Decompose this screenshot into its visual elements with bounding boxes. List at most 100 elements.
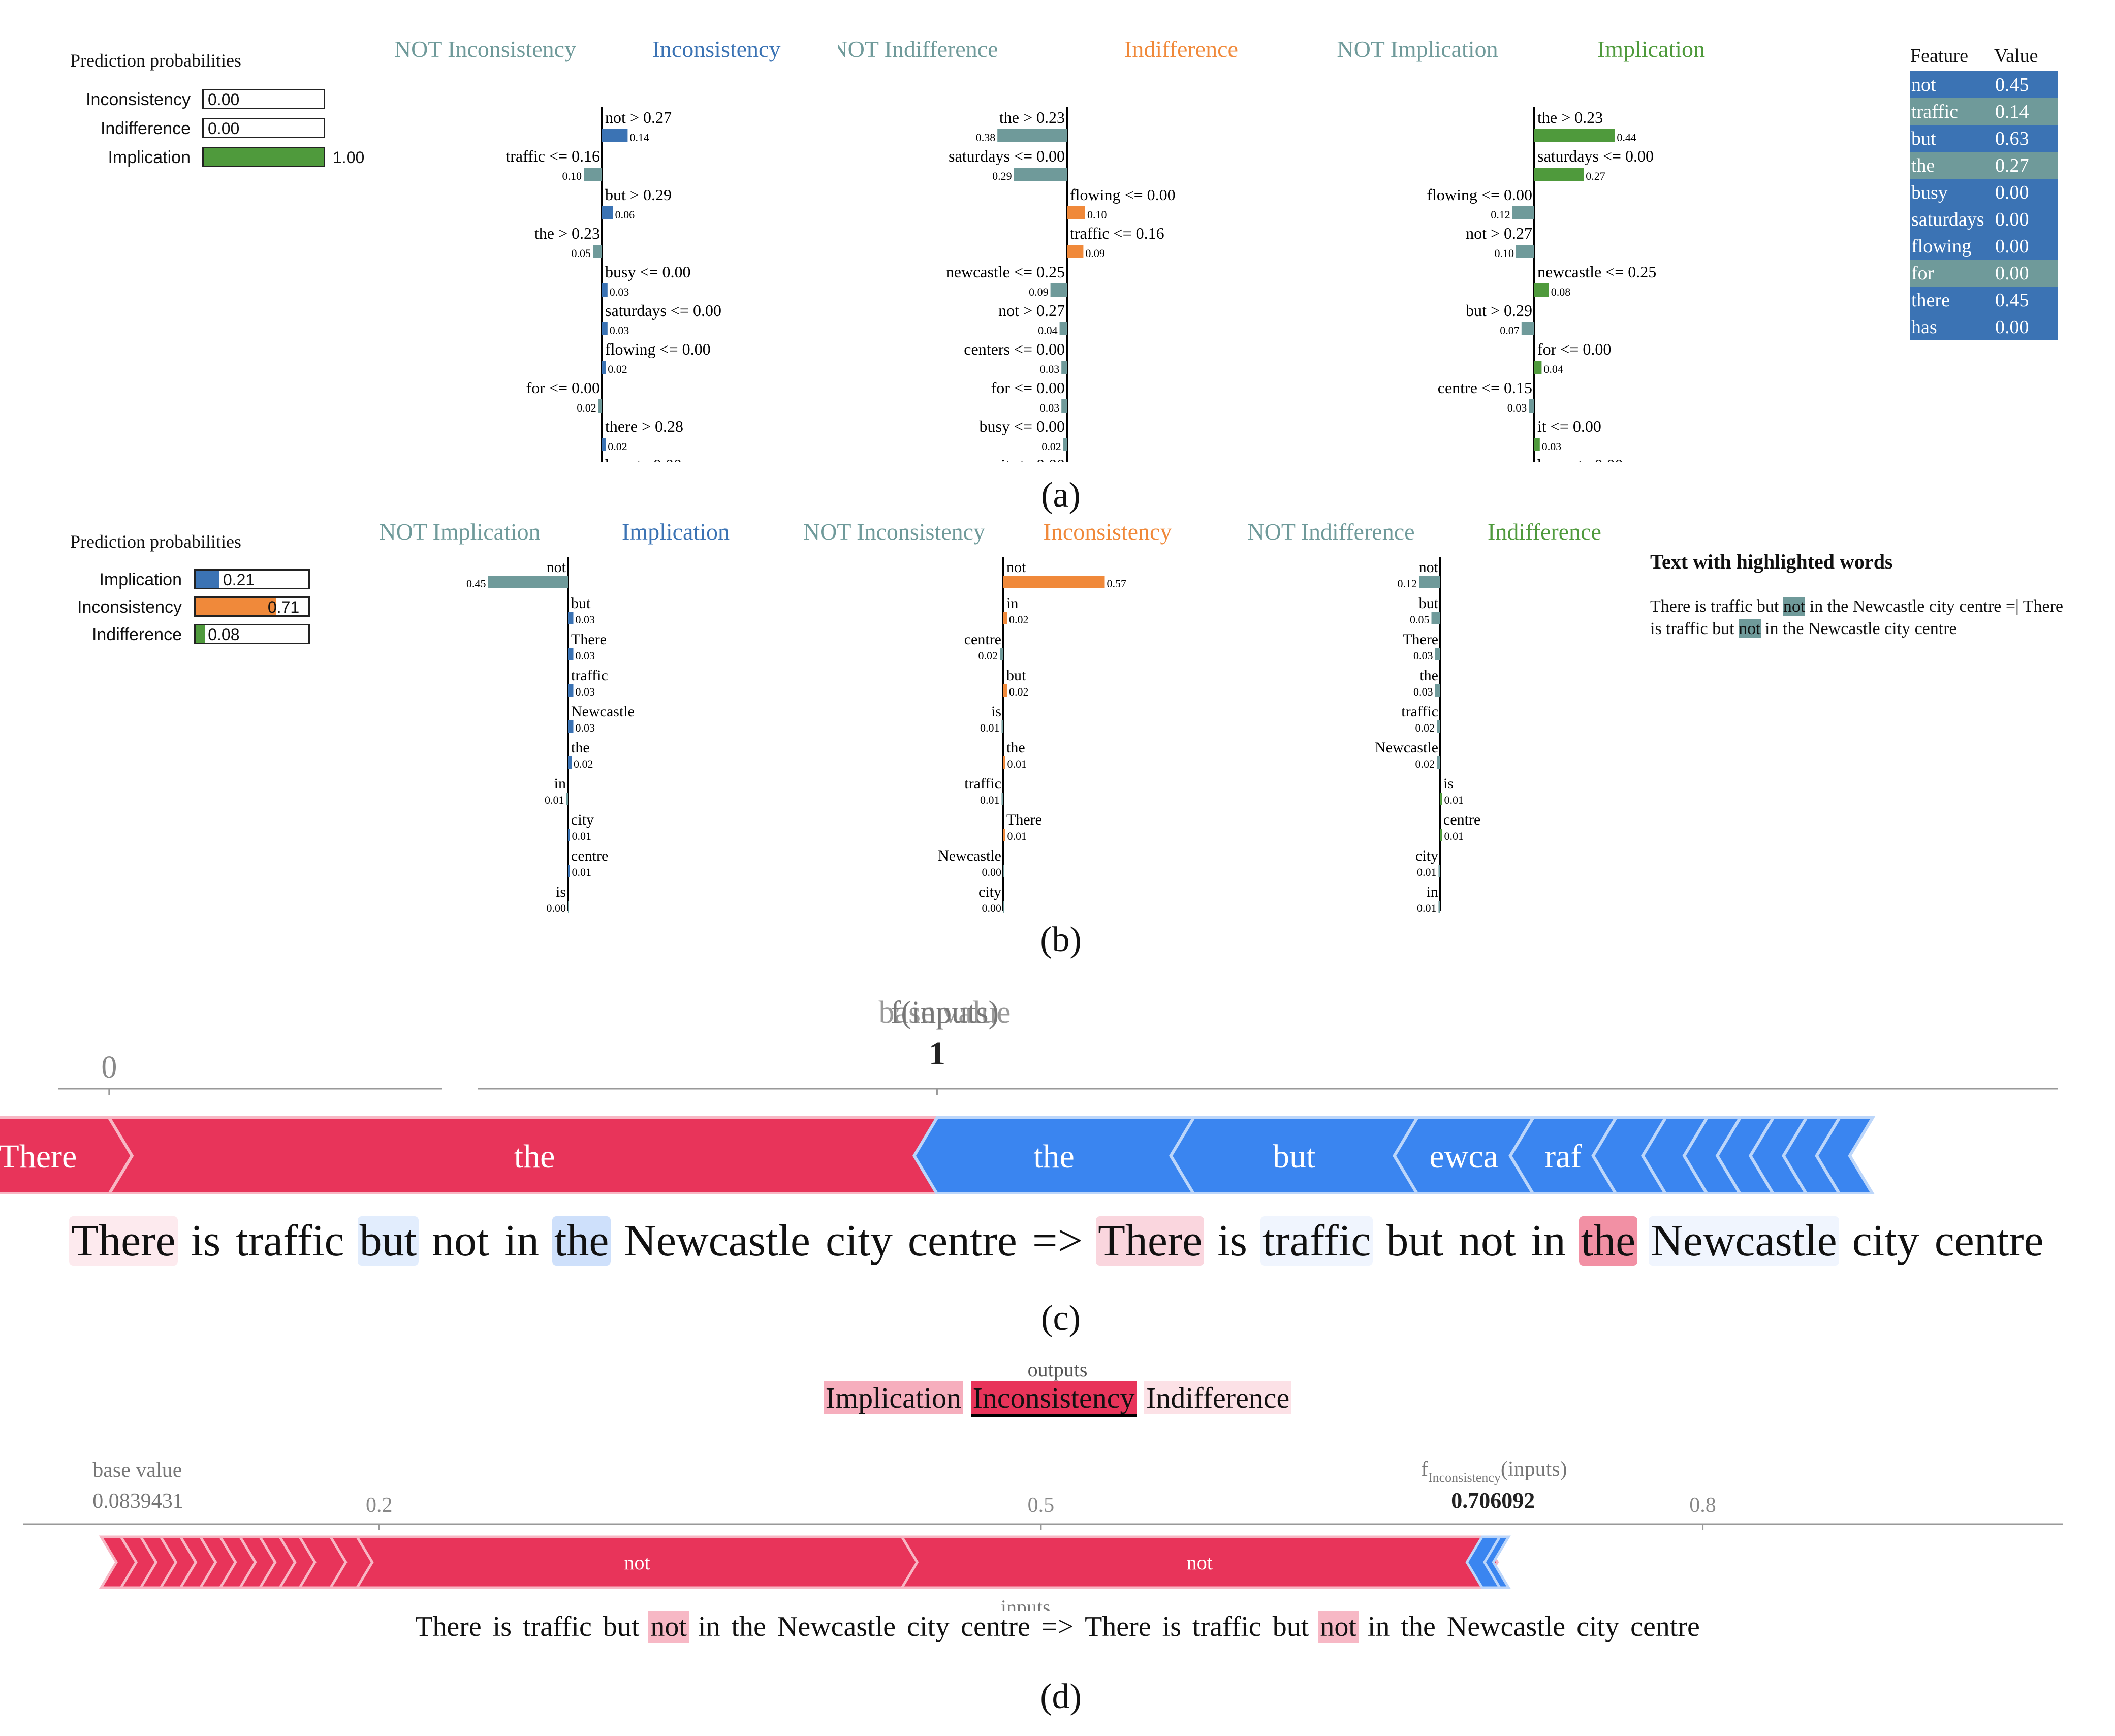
prob-value: 0.00: [208, 90, 240, 109]
token: not: [648, 1611, 689, 1643]
feature-value: 0.02: [1009, 613, 1029, 626]
d-outputs-label: outputs: [1027, 1358, 1088, 1381]
feature-bar: [566, 793, 568, 805]
feature-value: 0.06: [615, 208, 635, 221]
lime-chart: NOT Indifference Indifference not 0.12 but 0.…: [1240, 518, 1697, 920]
highlighted-text-title: Text with highlighted words: [1650, 550, 1893, 573]
token: Newcastle: [624, 1216, 810, 1266]
feature-label: traffic <= 0.16: [506, 147, 600, 165]
feature-value: 0.02: [1415, 721, 1435, 734]
feature-value: 0.02: [1009, 685, 1029, 698]
feature-row: not 0.45: [1910, 71, 2058, 98]
feature-value: 0.02: [978, 649, 998, 662]
feature-value: 0.03: [1507, 401, 1527, 414]
feature-name: busy: [1911, 181, 1948, 203]
feature-name: saturdays: [1911, 208, 1984, 230]
feature-row: has 0.00: [1910, 313, 2058, 340]
feature-value: 0.05: [1410, 613, 1430, 626]
feature-bar: [1438, 901, 1440, 913]
feature-bar: [1003, 576, 1105, 588]
feature-label: traffic <= 0.16: [1070, 224, 1164, 242]
feature-label: has <= 0.00: [605, 456, 682, 462]
feature-value: 0.00: [1995, 208, 2029, 230]
feature-row: saturdays 0.00: [1910, 206, 2058, 233]
feature-value: 0.03: [1542, 440, 1562, 453]
feature-bar: [1061, 399, 1067, 413]
feature-row: there 0.45: [1910, 287, 2058, 313]
feature-value: 0.02: [577, 401, 596, 414]
feature-label: for <= 0.00: [1537, 340, 1611, 358]
feature-value: 0.07: [1500, 324, 1520, 337]
lime-chart: NOT Implication Implication not 0.45 but 0.03…: [356, 518, 813, 920]
feature-bar: [568, 720, 574, 733]
neg-class-label: NOT Indifference: [838, 36, 998, 62]
feature-bar: [1534, 361, 1542, 374]
feature-row: flowing 0.00: [1910, 233, 2058, 260]
neg-class-label: NOT Inconsistency: [394, 36, 576, 62]
negative-arrow: [1815, 1116, 1876, 1194]
lime-chart: NOT Inconsistency Inconsistency not 0.57 in 0…: [798, 518, 1255, 920]
feature-value: 0.29: [992, 170, 1012, 182]
pos-class-label: Implication: [622, 519, 730, 545]
prob-value: 0.00: [208, 119, 240, 138]
feature-bar: [1000, 648, 1003, 660]
feature-label: centers <= 0.00: [964, 340, 1065, 358]
prob-bar: 0.00: [202, 118, 325, 138]
lime-chart: NOT Indifference Indifference the > 0.23 0.…: [831, 36, 1296, 491]
feature-label: is: [556, 883, 566, 900]
feature-label: busy <= 0.00: [979, 417, 1065, 435]
token: traffic: [1192, 1611, 1261, 1643]
feature-value: 0.03: [1040, 401, 1060, 414]
token: not: [1318, 1611, 1359, 1643]
feature-value: 0.03: [576, 721, 595, 734]
feature-label: city: [1415, 847, 1438, 864]
feature-label: for <= 0.00: [526, 378, 600, 397]
feature-row: but 0.63: [1910, 125, 2058, 152]
output-class-option[interactable]: Inconsistency: [970, 1381, 1137, 1417]
f-inputs-label: f(inputs): [891, 995, 999, 1030]
feature-label: for <= 0.00: [991, 378, 1065, 397]
output-class-option[interactable]: Implication: [823, 1381, 964, 1414]
feature-value: 0.10: [1495, 247, 1514, 260]
token: is: [1162, 1611, 1182, 1643]
feature-bar: [1437, 720, 1440, 733]
axis-tick-label: 0: [101, 1050, 117, 1085]
feature-label: flowing <= 0.00: [1427, 185, 1532, 204]
feature-bar: [1534, 438, 1540, 451]
output-class-option[interactable]: Indifference: [1144, 1381, 1292, 1414]
token: =>: [1041, 1611, 1074, 1643]
token: the: [552, 1216, 611, 1266]
feature-bar: [1516, 245, 1534, 258]
force-feature-label: There: [0, 1138, 77, 1175]
prob-bar-fill: [196, 625, 205, 643]
feature-bar: [568, 829, 570, 841]
token: city: [825, 1216, 893, 1266]
feature-row: the 0.27: [1910, 152, 2058, 179]
feature-label: centre: [571, 847, 608, 864]
prob-label: Implication: [99, 570, 182, 589]
token: Newcastle: [1649, 1216, 1839, 1266]
feature-bar: [997, 129, 1067, 142]
feature-label: Newcastle: [938, 847, 1001, 864]
feature-bar: [1437, 756, 1440, 769]
feature-value: 0.02: [1041, 440, 1061, 453]
force-feature-label: the: [1033, 1138, 1075, 1175]
feature-label: traffic: [571, 667, 608, 684]
feature-name: has: [1911, 316, 1937, 338]
feature-bar: [567, 901, 569, 913]
feature-name: for: [1911, 262, 1934, 284]
feature-bar: [568, 756, 572, 769]
feature-value: 0.10: [562, 170, 582, 182]
hl-part: in the Newcastle city centre =| There is…: [1650, 597, 2064, 638]
feature-label: but: [1419, 595, 1439, 612]
feature-label: the: [571, 739, 590, 756]
feature-value: 0.14: [1995, 101, 2029, 122]
feature-value: 0.05: [572, 247, 591, 260]
token: city: [1576, 1611, 1620, 1643]
feature-value: 0.04: [1543, 363, 1563, 375]
lime-chart-svg: NOT Indifference Indifferencenot0.12but0.…: [1247, 519, 1601, 914]
feature-bar: [1001, 720, 1003, 733]
feature-label: in: [1427, 883, 1438, 900]
hl-part: There is traffic but: [1650, 597, 1783, 616]
feature-value: 0.00: [1995, 235, 2029, 257]
